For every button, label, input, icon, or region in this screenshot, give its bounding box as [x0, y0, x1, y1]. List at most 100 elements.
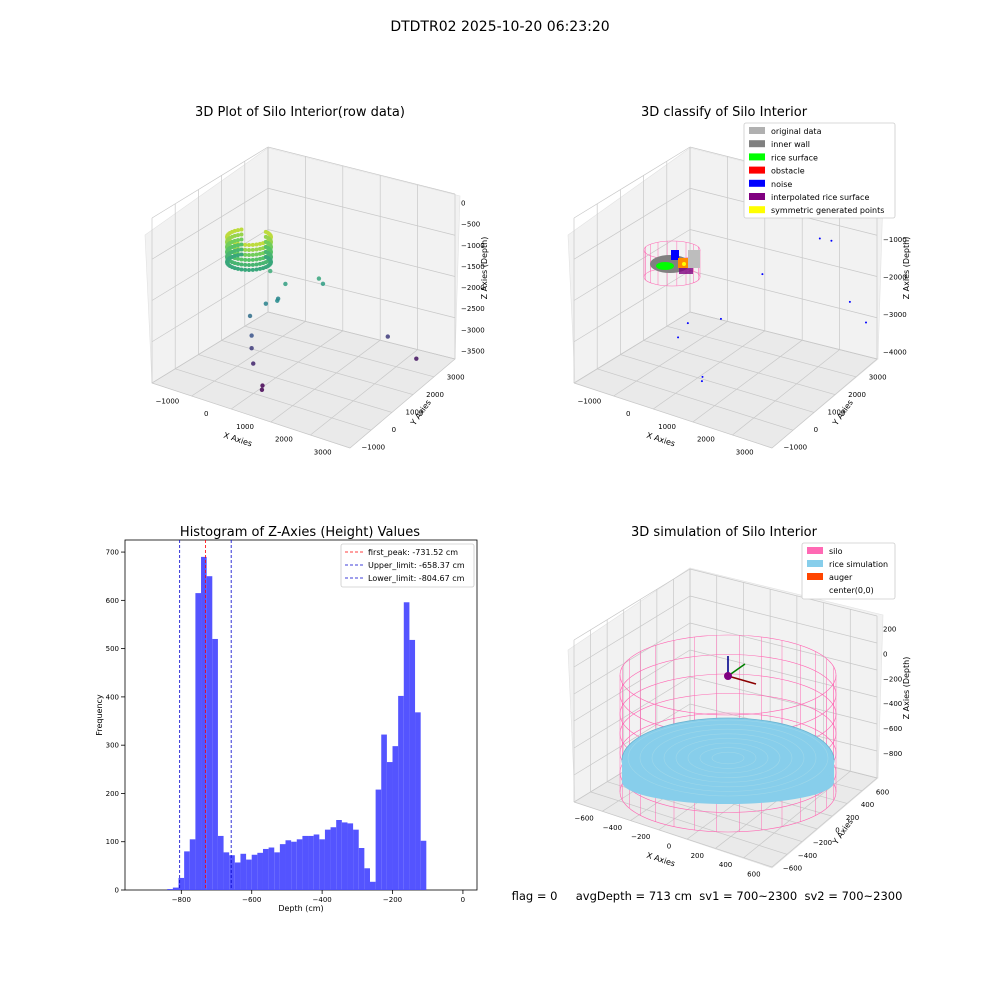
histogram-bar	[369, 881, 376, 890]
grid-line	[666, 325, 857, 378]
raw-plot-y-ticks: −1000 0 1000 2000 3000	[361, 373, 464, 451]
ring-point	[250, 252, 255, 257]
histogram-bar	[341, 822, 348, 890]
y-tick-label: −400	[798, 852, 817, 860]
legend-label: noise	[771, 180, 792, 189]
ring-point	[254, 257, 259, 262]
ring-point	[232, 243, 237, 248]
raw-plot-x-ticks: −1000 0 1000 2000 3000	[156, 397, 332, 456]
z-tick-label: −200	[883, 675, 902, 683]
rice-mesh-line	[711, 751, 745, 765]
x-tick-label: −400	[603, 824, 622, 832]
x-tick-label: 0	[626, 410, 630, 418]
grid-line	[689, 649, 878, 698]
ring-point	[236, 228, 240, 233]
legend-label: Upper_limit: -658.37 cm	[368, 561, 465, 570]
simulation-x-ticks: −600 −400 −200 0 200 400 600	[575, 815, 761, 879]
noise-point	[686, 322, 689, 325]
x-tick-label: −1000	[156, 397, 180, 405]
raw-plot-ring-cluster	[225, 227, 273, 272]
x-tick-label: 1000	[236, 423, 254, 431]
y-tick-label: 0	[392, 426, 396, 434]
rice-mesh-line	[651, 728, 805, 788]
legend-swatch	[807, 560, 823, 567]
grid-line	[643, 340, 836, 395]
z-tick-label: 0	[461, 199, 465, 207]
grid-line	[244, 325, 435, 378]
x-tick-label: 1000	[658, 423, 676, 431]
ring-point	[239, 242, 244, 247]
y-tick-label: 700	[106, 549, 119, 557]
z-tick-label: −500	[461, 221, 480, 229]
y-tick-label: 1000	[828, 408, 846, 416]
raw-data-3d-plot: 3D Plot of Silo Interior(row data) −1000…	[144, 105, 489, 456]
classify-plot-z-label: Z Axies (Depth)	[902, 237, 911, 300]
z-tick-label: −3000	[461, 326, 485, 334]
grid-line	[689, 229, 878, 277]
legend-label: auger	[829, 573, 853, 582]
legend-label: symmetric generated points	[771, 206, 884, 215]
interpolated-surface-patch	[679, 268, 693, 274]
histogram-title: Histogram of Z-Axies (Height) Values	[180, 525, 420, 540]
simulation-x-label: X Axies	[645, 851, 676, 869]
z-tick-label: −4000	[883, 349, 907, 357]
simulation-z-label: Z Axies (Depth)	[902, 657, 911, 720]
histogram-bars	[167, 556, 427, 890]
histogram-bar	[285, 840, 292, 890]
noise-block	[671, 250, 679, 260]
histogram-bar	[296, 839, 303, 890]
histogram-bar	[172, 887, 179, 890]
noise-point	[830, 239, 833, 242]
y-tick-label: −1000	[783, 443, 807, 451]
grid-line	[267, 146, 456, 195]
histogram-bar	[189, 839, 196, 890]
y-tick-label: 400	[106, 693, 119, 701]
grid-line	[573, 568, 691, 641]
ring-point	[268, 253, 273, 258]
histogram-bar	[353, 829, 359, 890]
noise-point	[700, 380, 703, 383]
grid-line	[191, 321, 306, 397]
ring-point	[232, 238, 237, 243]
histogram-plot-area	[124, 539, 478, 891]
grid-line	[230, 330, 344, 410]
ring-point	[239, 252, 244, 257]
y-tick-label: 200	[846, 814, 859, 822]
z-tick-label: −2000	[461, 284, 485, 292]
ring-point	[239, 232, 244, 237]
grid-line	[732, 349, 840, 436]
z-tick-label: −2500	[461, 305, 485, 313]
data-point	[316, 276, 322, 281]
grid-line	[613, 321, 728, 397]
ring-point	[268, 233, 273, 238]
histogram-bar	[347, 823, 354, 890]
ring-point	[243, 267, 248, 272]
histogram-bar	[420, 840, 427, 890]
histogram-bar	[268, 847, 275, 890]
histogram-legend: first_peak: -731.52 cm Upper_limit: -658.…	[340, 543, 475, 588]
histogram-bar	[358, 848, 365, 890]
grid-line	[689, 270, 878, 319]
classify-plot-legend: original data inner wall rice surface obsta…	[743, 122, 896, 219]
x-tick-label: −200	[383, 896, 402, 904]
y-tick-label: 600	[876, 788, 889, 796]
simulation-rice-surface	[621, 717, 835, 804]
histogram-x-ticks: −800 −600 −400 −200 0	[172, 890, 465, 904]
ring-point	[239, 227, 244, 232]
raw-plot-x-label: X Axies	[222, 431, 253, 449]
y-tick-label: −1000	[361, 443, 385, 451]
ring-point	[247, 253, 251, 257]
raw-plot-title: 3D Plot of Silo Interior(row data)	[195, 105, 405, 120]
data-point	[320, 281, 326, 287]
grid-line	[267, 187, 456, 236]
grid-line	[270, 339, 381, 423]
grid-line	[151, 187, 269, 260]
grid-line	[267, 229, 456, 277]
ring-point	[232, 248, 237, 253]
classify-plot-title: 3D classify of Silo Interior	[641, 105, 808, 120]
ring-point	[247, 248, 251, 252]
grid-line	[267, 311, 456, 360]
z-tick-label: −1000	[461, 242, 485, 250]
histogram-bar	[324, 829, 331, 890]
y-tick-label: −600	[783, 865, 802, 873]
